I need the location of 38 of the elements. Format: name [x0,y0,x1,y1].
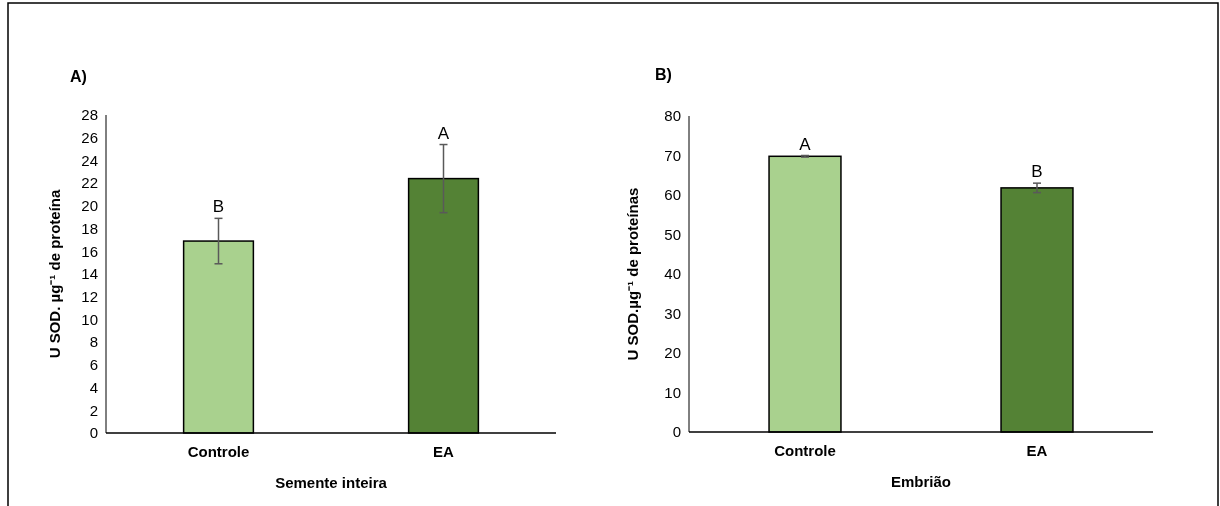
y-tick-label: 18 [81,219,98,237]
y-tick-label: 10 [664,383,681,401]
y-tick-label: 60 [664,186,681,204]
x-tick-label: Controle [774,442,836,459]
y-axis-title: U SOD. µg⁻¹ de proteína [46,189,63,359]
y-tick-label: 14 [81,265,98,283]
y-tick-label: 8 [89,333,98,351]
chart-title: A) [70,68,87,85]
annotation: A [799,134,812,154]
y-tick-label: 28 [81,106,98,124]
y-tick-label: 10 [81,310,98,328]
y-tick-label: 20 [664,344,681,362]
annotation: B [212,197,225,217]
x-axis-title: Semente inteira [275,474,388,491]
x-tick-label: Controle [187,443,250,460]
y-tick-label: 70 [664,146,681,164]
y-tick-label: 20 [81,197,98,215]
y-tick-label: 12 [81,287,98,305]
y-tick-label: 0 [672,423,681,441]
y-tick-label: 2 [89,401,98,419]
y-tick-label: 30 [664,304,681,322]
x-axis-title: Embrião [890,473,952,490]
y-tick-label: 24 [81,151,98,169]
y-tick-label: 26 [81,128,98,146]
x-tick-label: EA [1026,442,1048,459]
annotation: B [1031,162,1043,182]
y-tick-label: 22 [81,174,98,192]
y-tick-label: 6 [89,356,98,374]
y-tick-label: 16 [81,242,98,260]
y-tick-label: 50 [664,225,681,243]
y-tick-label: 80 [664,107,681,125]
annotation: A [437,123,450,143]
y-tick-label: 0 [89,424,98,442]
chart-title: B) [655,66,672,83]
y-tick-label: 40 [664,265,681,283]
x-tick-label: EA [433,443,455,460]
y-axis-title: U SOD.µg⁻¹ de proteínas [624,187,641,361]
y-tick-label: 4 [89,378,98,396]
